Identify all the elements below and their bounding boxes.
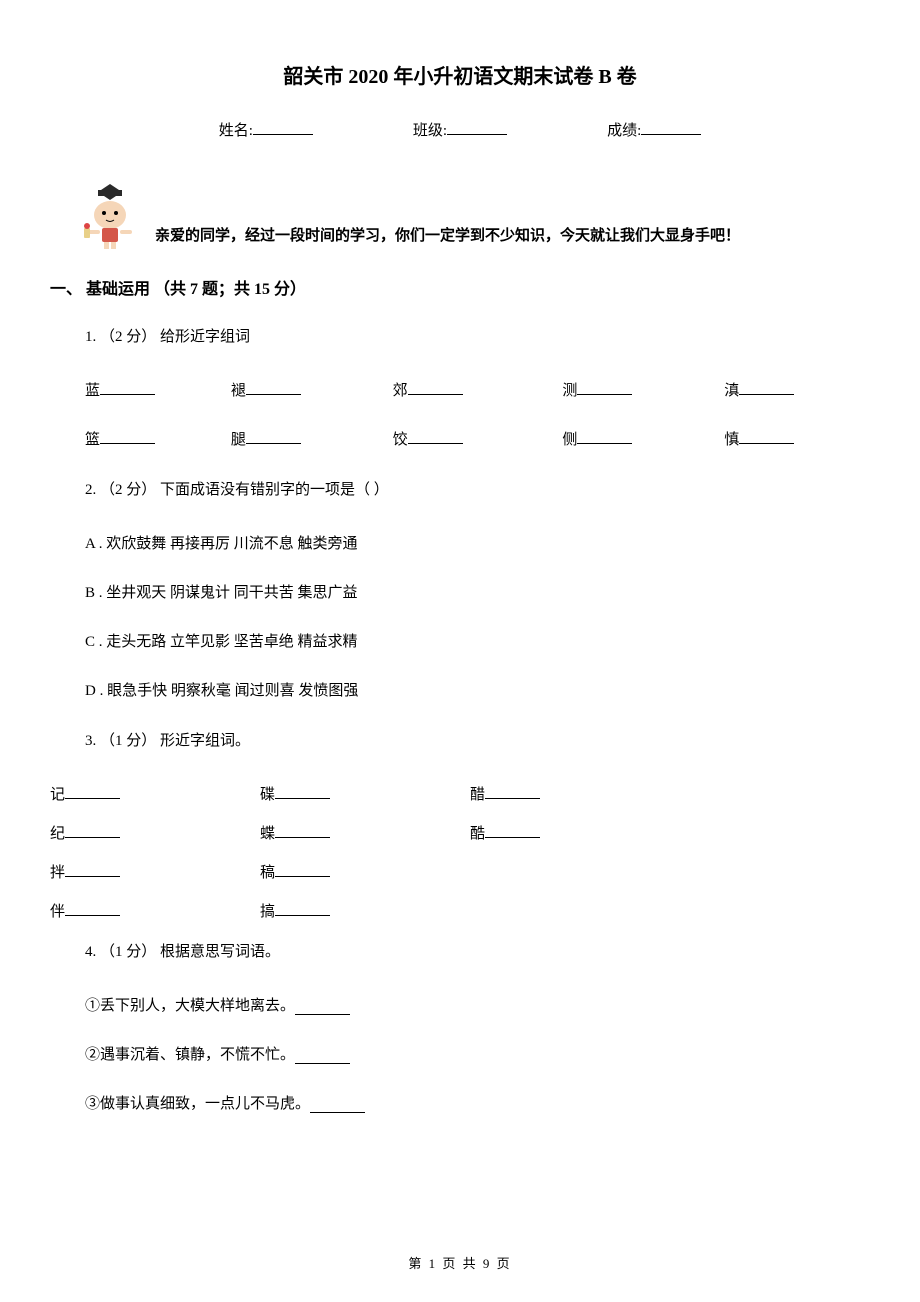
class-blank[interactable] — [447, 119, 507, 135]
option-a: A . 欢欣鼓舞 再接再厉 川流不息 触类旁通 — [85, 532, 870, 553]
blank[interactable] — [246, 379, 301, 395]
blank[interactable] — [65, 822, 120, 838]
blank[interactable] — [65, 861, 120, 877]
blank[interactable] — [275, 822, 330, 838]
blank[interactable] — [295, 1048, 350, 1064]
blank[interactable] — [739, 428, 794, 444]
char-die2: 蝶 — [260, 822, 275, 843]
q3-row-2: 纪 蝶 酷 — [50, 822, 870, 843]
blank[interactable] — [275, 861, 330, 877]
char-ban1: 拌 — [50, 861, 65, 882]
char-ban2: 伴 — [50, 900, 65, 921]
blank[interactable] — [100, 428, 155, 444]
char-ce1: 测 — [562, 379, 577, 400]
page-title: 韶关市 2020 年小升初语文期末试卷 B 卷 — [50, 60, 870, 89]
char-dian1: 滇 — [724, 379, 739, 400]
name-label: 姓名: — [219, 119, 253, 140]
blank[interactable] — [485, 783, 540, 799]
score-label: 成绩: — [607, 119, 641, 140]
blank[interactable] — [295, 999, 350, 1015]
char-lan2: 篮 — [85, 428, 100, 449]
char-cu1: 醋 — [470, 783, 485, 804]
q3-row-4: 伴 搞 — [50, 900, 870, 921]
class-label: 班级: — [413, 119, 447, 140]
blank[interactable] — [65, 900, 120, 916]
option-b: B . 坐井观天 阴谋鬼计 同干共苦 集思广益 — [85, 581, 870, 602]
question-2-header: 2. （2 分） 下面成语没有错别字的一项是（ ） — [85, 477, 870, 504]
char-ji2: 纪 — [50, 822, 65, 843]
score-field: 成绩: — [607, 119, 701, 140]
char-gao2: 搞 — [260, 900, 275, 921]
section-1-title: 一、 基础运用 （共 7 题；共 15 分） — [50, 275, 870, 299]
char-jiao1: 郊 — [393, 379, 408, 400]
char-shen2: 慎 — [724, 428, 739, 449]
q3-row-1: 记 碟 醋 — [50, 783, 870, 804]
char-ji1: 记 — [50, 783, 65, 804]
q4-item-2: ②遇事沉着、镇静，不慌不忙。 — [85, 1043, 870, 1064]
char-lan1: 蓝 — [85, 379, 100, 400]
blank[interactable] — [246, 428, 301, 444]
q4-item-3: ③做事认真细致，一点儿不马虎。 — [85, 1092, 870, 1113]
q4-text-1: ①丢下别人，大模大样地离去。 — [85, 998, 295, 1014]
char-ce2: 侧 — [562, 428, 577, 449]
char-ku2: 酷 — [470, 822, 485, 843]
blank[interactable] — [577, 428, 632, 444]
option-d: D . 眼急手快 明察秋毫 闻过则喜 发愤图强 — [85, 679, 870, 700]
mascot-icon — [80, 180, 140, 250]
greeting-row: 亲爱的同学，经过一段时间的学习，你们一定学到不少知识，今天就让我们大显身手吧！ — [80, 180, 870, 250]
blank[interactable] — [310, 1097, 365, 1113]
blank[interactable] — [408, 379, 463, 395]
name-field: 姓名: — [219, 119, 313, 140]
class-field: 班级: — [413, 119, 507, 140]
q4-item-1: ①丢下别人，大模大样地离去。 — [85, 994, 870, 1015]
char-tui2: 腿 — [231, 428, 246, 449]
page-footer: 第 1 页 共 9 页 — [0, 1253, 920, 1272]
q1-row-2: 篮 腿 饺 侧 慎 — [85, 428, 870, 449]
question-4-header: 4. （1 分） 根据意思写词语。 — [85, 939, 870, 966]
char-die1: 碟 — [260, 783, 275, 804]
blank[interactable] — [65, 783, 120, 799]
blank[interactable] — [485, 822, 540, 838]
greeting-text: 亲爱的同学，经过一段时间的学习，你们一定学到不少知识，今天就让我们大显身手吧！ — [155, 224, 740, 250]
char-jiao2: 饺 — [393, 428, 408, 449]
q1-row-1: 蓝 褪 郊 测 滇 — [85, 379, 870, 400]
char-gao1: 稿 — [260, 861, 275, 882]
q3-row-3: 拌 稿 — [50, 861, 870, 882]
question-1-header: 1. （2 分） 给形近字组词 — [85, 324, 870, 351]
q4-text-2: ②遇事沉着、镇静，不慌不忙。 — [85, 1047, 295, 1063]
blank[interactable] — [577, 379, 632, 395]
blank[interactable] — [739, 379, 794, 395]
q4-text-3: ③做事认真细致，一点儿不马虎。 — [85, 1096, 310, 1112]
blank[interactable] — [275, 783, 330, 799]
blank[interactable] — [408, 428, 463, 444]
char-tui1: 褪 — [231, 379, 246, 400]
question-3-header: 3. （1 分） 形近字组词。 — [85, 728, 870, 755]
option-c: C . 走头无路 立竿见影 坚苦卓绝 精益求精 — [85, 630, 870, 651]
name-blank[interactable] — [253, 119, 313, 135]
score-blank[interactable] — [641, 119, 701, 135]
blank[interactable] — [275, 900, 330, 916]
blank[interactable] — [100, 379, 155, 395]
student-info-row: 姓名: 班级: 成绩: — [50, 119, 870, 140]
